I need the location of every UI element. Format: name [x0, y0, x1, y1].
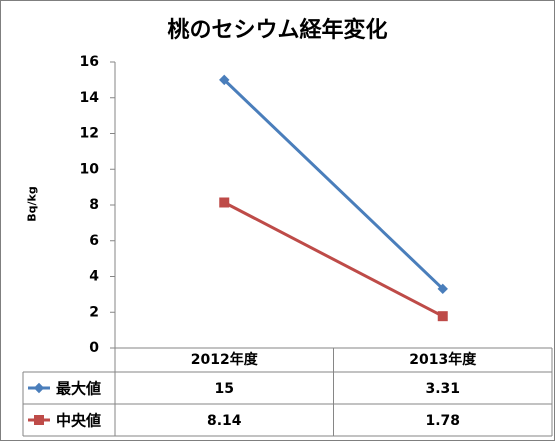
chart-title: 桃のセシウム経年変化 [167, 18, 388, 43]
data-point [437, 311, 448, 322]
series-line [223, 78, 444, 290]
y-tick-label: 2 [89, 304, 99, 320]
data-point [219, 74, 230, 86]
y-tick-label: 8 [89, 197, 99, 213]
x-category-label: 2013年度 [409, 351, 477, 368]
y-tick-label: 12 [80, 126, 99, 142]
y-tick-label: 10 [80, 161, 100, 177]
y-tick-label: 6 [89, 233, 99, 249]
data-label: 15 [215, 381, 234, 397]
legend-label: 中央値 [56, 412, 101, 430]
y-tick-label: 0 [89, 340, 99, 356]
data-label: 1.78 [425, 413, 460, 429]
data-point [437, 283, 448, 295]
legend-marker [34, 415, 44, 425]
y-tick-label: 4 [89, 269, 99, 285]
y-tick-label: 16 [80, 54, 99, 70]
x-category-label: 2012年度 [191, 351, 259, 368]
series-line [223, 201, 444, 318]
y-tick-label: 14 [80, 90, 100, 106]
legend-marker [33, 382, 45, 394]
data-point [219, 197, 230, 208]
data-label: 8.14 [207, 413, 242, 429]
data-label: 3.31 [425, 381, 460, 397]
legend-label: 最大値 [56, 380, 101, 398]
